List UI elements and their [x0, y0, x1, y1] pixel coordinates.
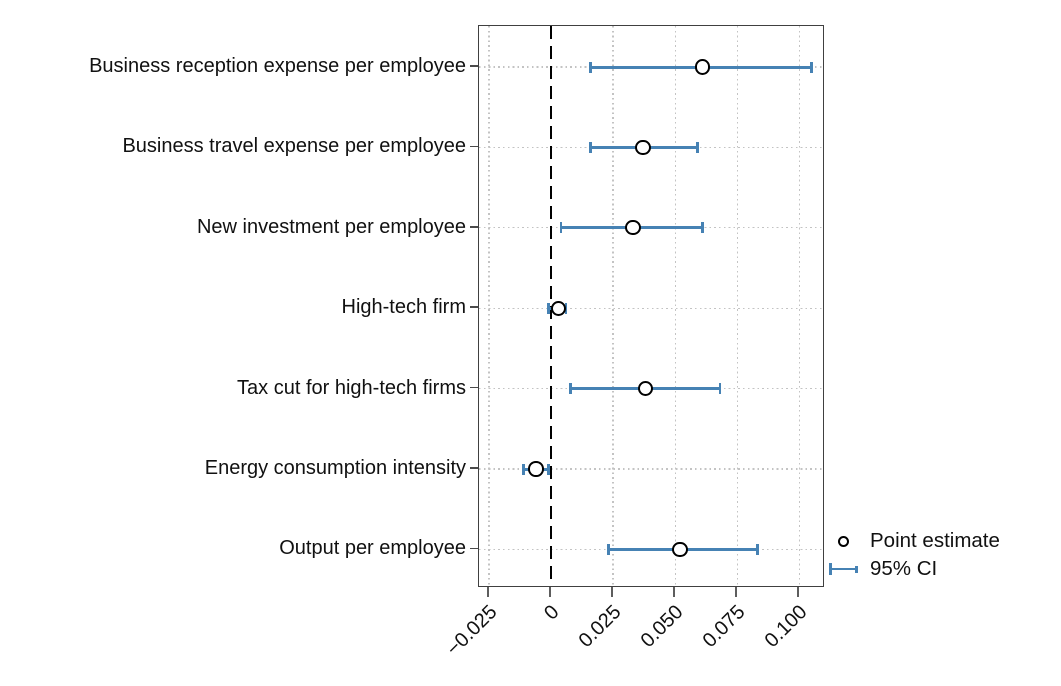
legend-entry-point-estimate: Point estimate	[828, 527, 1000, 555]
x-axis-tick	[797, 587, 800, 597]
category-label: Output per employee	[279, 537, 466, 560]
ci-cap-left	[559, 222, 563, 234]
plot-area	[478, 25, 824, 587]
y-axis-tick	[470, 225, 478, 228]
category-label: Tax cut for high-tech firms	[237, 376, 466, 399]
point-estimate-marker	[528, 461, 544, 477]
point-estimate-marker	[550, 300, 567, 316]
x-axis-tick	[486, 587, 489, 597]
legend-entry-ci: 95% CI	[828, 555, 1000, 583]
legend-point-estimate-label: Point estimate	[870, 529, 1000, 552]
y-gridline	[479, 468, 823, 470]
x-gridline	[736, 26, 738, 586]
point-estimate-marker	[672, 541, 688, 558]
y-axis-tick	[470, 306, 478, 309]
x-gridline	[612, 26, 614, 586]
x-axis-tick	[673, 587, 676, 597]
ci-cap-left	[547, 302, 550, 314]
y-gridline	[479, 307, 823, 309]
ci-cap-left	[589, 61, 593, 73]
y-axis-tick	[470, 467, 478, 469]
category-label: Energy consumption intensity	[204, 457, 466, 479]
category-label: New investment per employee	[196, 215, 466, 238]
y-axis-tick	[470, 145, 478, 148]
ci-cap-left	[569, 383, 573, 395]
x-gridline	[798, 26, 801, 586]
x-axis-tick	[611, 587, 614, 597]
category-label: Business travel expense per employee	[122, 135, 466, 158]
point-estimate-marker-icon	[838, 535, 849, 547]
legend-glyph-cell	[828, 562, 858, 576]
legend-ci-label: 95% CI	[870, 557, 938, 580]
ci-errorbar-icon	[829, 562, 858, 576]
x-axis-tick	[549, 587, 551, 597]
ci-cap-right	[718, 383, 722, 395]
ci-cap-left	[589, 141, 593, 153]
ci-cap-left	[606, 543, 610, 555]
category-label: Business reception expense per employee	[89, 55, 466, 77]
y-axis-tick	[470, 386, 478, 389]
y-axis-tick	[470, 65, 478, 67]
ci-cap-right	[810, 61, 814, 73]
x-gridline	[674, 26, 676, 586]
ci-cap-right	[696, 141, 699, 153]
ci-cap-right	[547, 463, 550, 475]
ci-cap-right	[755, 543, 759, 555]
legend: Point estimate 95% CI	[828, 527, 1000, 583]
x-gridline	[488, 26, 490, 586]
point-estimate-marker	[637, 380, 654, 397]
point-estimate-marker	[625, 220, 641, 236]
category-label: High-tech firm	[341, 296, 466, 319]
point-estimate-marker	[694, 59, 711, 75]
point-estimate-marker	[635, 139, 651, 156]
ci-cap-right	[701, 222, 704, 234]
legend-glyph-cell	[828, 535, 858, 547]
ci-cap-left	[522, 463, 526, 475]
x-axis-tick	[735, 587, 738, 597]
y-axis-tick	[470, 547, 478, 550]
